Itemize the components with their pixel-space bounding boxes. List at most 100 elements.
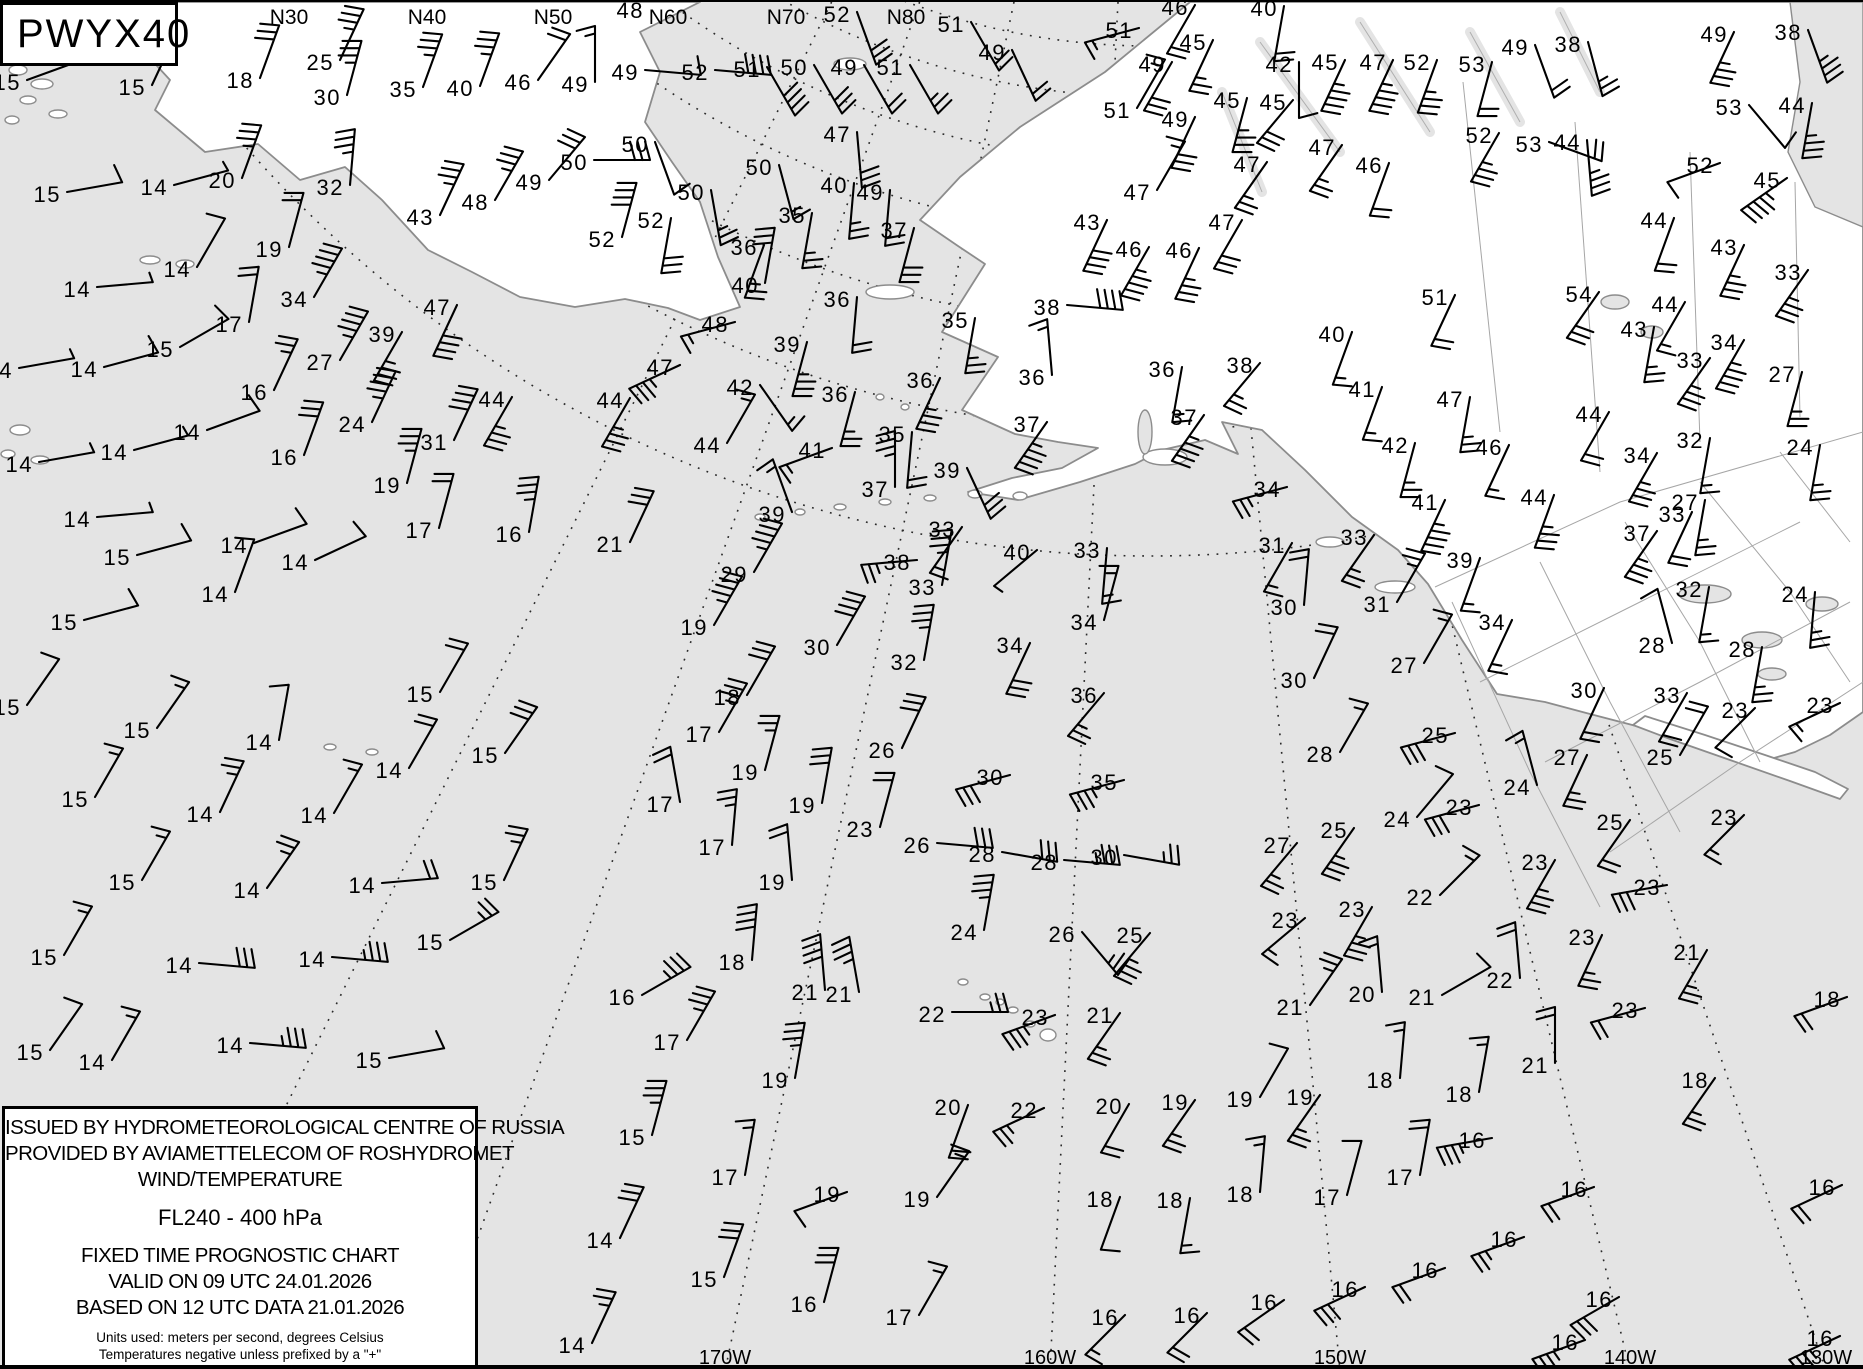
station-temp: 17 [216, 312, 243, 337]
station-temp: 44 [1652, 292, 1679, 317]
station-temp: 37 [1014, 412, 1041, 437]
longitude-label: 170W [699, 1347, 751, 1369]
wind-barb [899, 692, 927, 750]
wind-barb [685, 985, 717, 1042]
station: 27 [1769, 362, 1810, 428]
station: 21 [826, 935, 861, 1007]
station: 51 [938, 12, 1014, 72]
station-temp: 14 [217, 1033, 244, 1058]
station-temp: 17 [406, 518, 433, 543]
station: 15 [147, 304, 230, 362]
wind-barb [502, 824, 529, 882]
station-temp: 26 [1049, 922, 1076, 947]
wind-barb [1099, 1195, 1122, 1253]
station: 30 [1271, 548, 1310, 620]
station-temp: 33 [1074, 538, 1101, 563]
station-temp: 41 [1412, 490, 1439, 515]
station: 19 [759, 823, 794, 895]
station-temp: 15 [34, 182, 61, 207]
wind-barb [1170, 115, 1198, 173]
station-temp: 14 [376, 758, 403, 783]
station: 16 [1569, 1287, 1621, 1340]
wind-barb [778, 446, 834, 484]
station: 20 [1096, 1094, 1131, 1159]
station: 43 [1074, 210, 1113, 276]
wind-barb [1222, 361, 1262, 415]
station-temp: 43 [1711, 235, 1738, 260]
station-temp: 28 [1639, 633, 1666, 658]
station: 29 [721, 517, 784, 587]
landmass [119, 2, 741, 321]
station: 22 [1407, 844, 1481, 910]
station: 16 [1313, 1277, 1367, 1327]
station-temp: 15 [104, 545, 131, 570]
station: 39 [774, 332, 817, 398]
wind-barb [1361, 385, 1384, 443]
wind-barb [1308, 143, 1344, 199]
station: 32 [1677, 428, 1721, 495]
station-temp: 26 [869, 738, 896, 763]
island [1007, 1006, 1019, 1014]
water-body [1757, 667, 1787, 681]
station-temp: 16 [1332, 1277, 1359, 1302]
wind-barb [1533, 43, 1571, 99]
station-temp: 36 [1149, 357, 1176, 382]
station: 16 [1788, 1326, 1842, 1365]
wind-barb [1709, 30, 1737, 88]
wind-barb [205, 394, 261, 432]
station: 14 [64, 271, 154, 302]
station: 48 [462, 145, 525, 215]
station: 15 [407, 637, 470, 707]
station: 40 [447, 30, 501, 101]
wind-barb [1286, 1093, 1322, 1149]
wind-barb [417, 31, 444, 89]
station-temp: 14 [246, 730, 273, 755]
wind-barb [969, 20, 1014, 72]
station: 27 [1672, 490, 1717, 557]
wind-barb [1699, 436, 1721, 495]
wind-barb [1714, 706, 1757, 759]
wind-barb [1435, 1136, 1494, 1166]
station-temp: 44 [1554, 130, 1581, 155]
wind-barb [1358, 935, 1384, 994]
station-temp: 30 [314, 85, 341, 110]
station-temp: 40 [1004, 540, 1031, 565]
station: 37 [862, 429, 897, 502]
station-temp: 34 [1071, 610, 1098, 635]
station-temp: 47 [1234, 152, 1261, 177]
wind-barb [1261, 916, 1307, 966]
wind-barb [1166, 1311, 1209, 1364]
station-temp: 46 [505, 70, 532, 95]
wind-barb [965, 466, 1007, 520]
station: 43 [1711, 235, 1747, 301]
station-temp: 25 [1321, 818, 1348, 843]
station: 23 [1261, 908, 1307, 966]
station: 16 [271, 399, 325, 470]
station-temp: 49 [516, 170, 543, 195]
station-temp: 19 [1227, 1087, 1254, 1112]
station: 52 [1404, 50, 1443, 116]
wind-barb [272, 334, 299, 392]
wind-barb [1577, 933, 1604, 991]
wind-barb [862, 63, 907, 115]
station: 14 [376, 713, 439, 783]
station: 41 [1349, 377, 1384, 443]
wind-barb [37, 442, 96, 464]
wind-barb [801, 211, 824, 270]
station: 16 [609, 952, 692, 1010]
provided-by-line: PROVIDED BY AVIAMETTELECOM OF ROSHYDROME… [5, 1142, 514, 1165]
station: 24 [1787, 435, 1832, 502]
station-temp: 16 [241, 380, 268, 405]
station-temp: 54 [1566, 282, 1593, 307]
wind-barb [860, 558, 919, 584]
station-temp: 24 [1504, 775, 1531, 800]
wind-barb [366, 366, 397, 424]
wind-barb [679, 320, 737, 354]
wind-barb [1740, 176, 1789, 224]
station: 14 [101, 425, 190, 465]
wind-barb [1099, 1102, 1131, 1159]
station: 14 [587, 1182, 645, 1253]
station: 15 [417, 897, 500, 955]
wind-barb [337, 305, 370, 362]
wind-barb [25, 651, 61, 707]
